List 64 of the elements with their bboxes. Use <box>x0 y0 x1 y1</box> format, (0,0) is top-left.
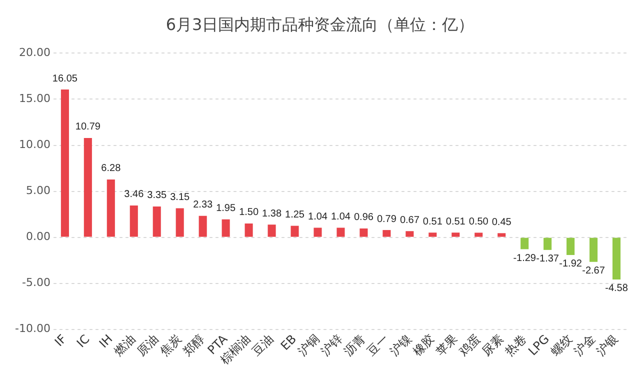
bar <box>314 228 322 237</box>
bar <box>106 180 115 237</box>
bar <box>198 216 207 237</box>
x-tick-label: 郑醇 <box>180 332 208 359</box>
bar <box>498 233 506 237</box>
bar <box>382 230 391 237</box>
data-label: 0.45 <box>492 216 512 228</box>
bar <box>360 228 368 237</box>
data-label: 6.28 <box>101 163 122 174</box>
y-tick-label: 0.00 <box>26 230 50 244</box>
bar <box>176 208 184 237</box>
y-tick-label: 5.00 <box>26 184 50 198</box>
x-tick-label: IC <box>74 332 92 350</box>
x-tick-label: IF <box>52 332 70 350</box>
bar <box>268 224 276 237</box>
bar <box>428 232 437 237</box>
data-label: 1.04 <box>330 211 351 222</box>
data-label: -1.29 <box>513 252 536 264</box>
data-label: 0.67 <box>400 214 420 226</box>
data-label: 3.15 <box>170 192 190 204</box>
bar <box>130 205 138 237</box>
bar <box>222 219 230 237</box>
data-label: 3.35 <box>147 190 168 202</box>
x-tick-label: 螺纹 <box>548 332 575 359</box>
y-tick-label: -10.00 <box>14 322 50 336</box>
data-label: 0.51 <box>422 216 443 228</box>
data-label: -2.67 <box>582 266 606 277</box>
bar <box>244 224 253 237</box>
chart-title: 6月3日国内期市品种资金流向（单位：亿） <box>166 14 474 34</box>
data-label: -1.37 <box>536 254 560 265</box>
data-label: 0.79 <box>376 214 397 225</box>
data-label: 3.46 <box>124 189 144 200</box>
data-label: 1.50 <box>239 207 259 218</box>
y-tick-label: 10.00 <box>18 138 50 152</box>
x-tick-label: 沥青 <box>341 332 368 359</box>
y-tick-label: -5.00 <box>22 276 50 290</box>
data-label: 2.33 <box>193 200 214 211</box>
bar <box>336 228 345 237</box>
y-tick-label: 20.00 <box>18 46 50 60</box>
bar <box>544 238 552 250</box>
bar <box>474 232 483 237</box>
bar <box>406 231 414 237</box>
data-label: 0.50 <box>468 216 489 228</box>
bar <box>590 238 598 262</box>
data-label: -1.92 <box>559 258 582 270</box>
bar <box>452 232 460 237</box>
data-label: 1.38 <box>262 208 282 220</box>
data-label: 1.95 <box>216 203 236 214</box>
data-label: 16.05 <box>52 73 78 84</box>
x-tick-label: 沪银 <box>594 332 621 359</box>
bar <box>290 226 299 237</box>
data-label: 1.25 <box>285 210 305 221</box>
data-label: -4.58 <box>605 283 628 294</box>
bar <box>152 206 161 237</box>
bar <box>566 238 575 255</box>
bar <box>84 138 92 237</box>
y-tick-label: 15.00 <box>18 92 50 106</box>
bar <box>60 90 69 237</box>
data-label: 10.79 <box>75 122 101 133</box>
bar <box>520 238 529 250</box>
data-label: 1.04 <box>308 211 328 222</box>
data-label: 0.51 <box>446 216 466 228</box>
data-label: 0.96 <box>354 212 374 224</box>
bar <box>612 238 621 280</box>
